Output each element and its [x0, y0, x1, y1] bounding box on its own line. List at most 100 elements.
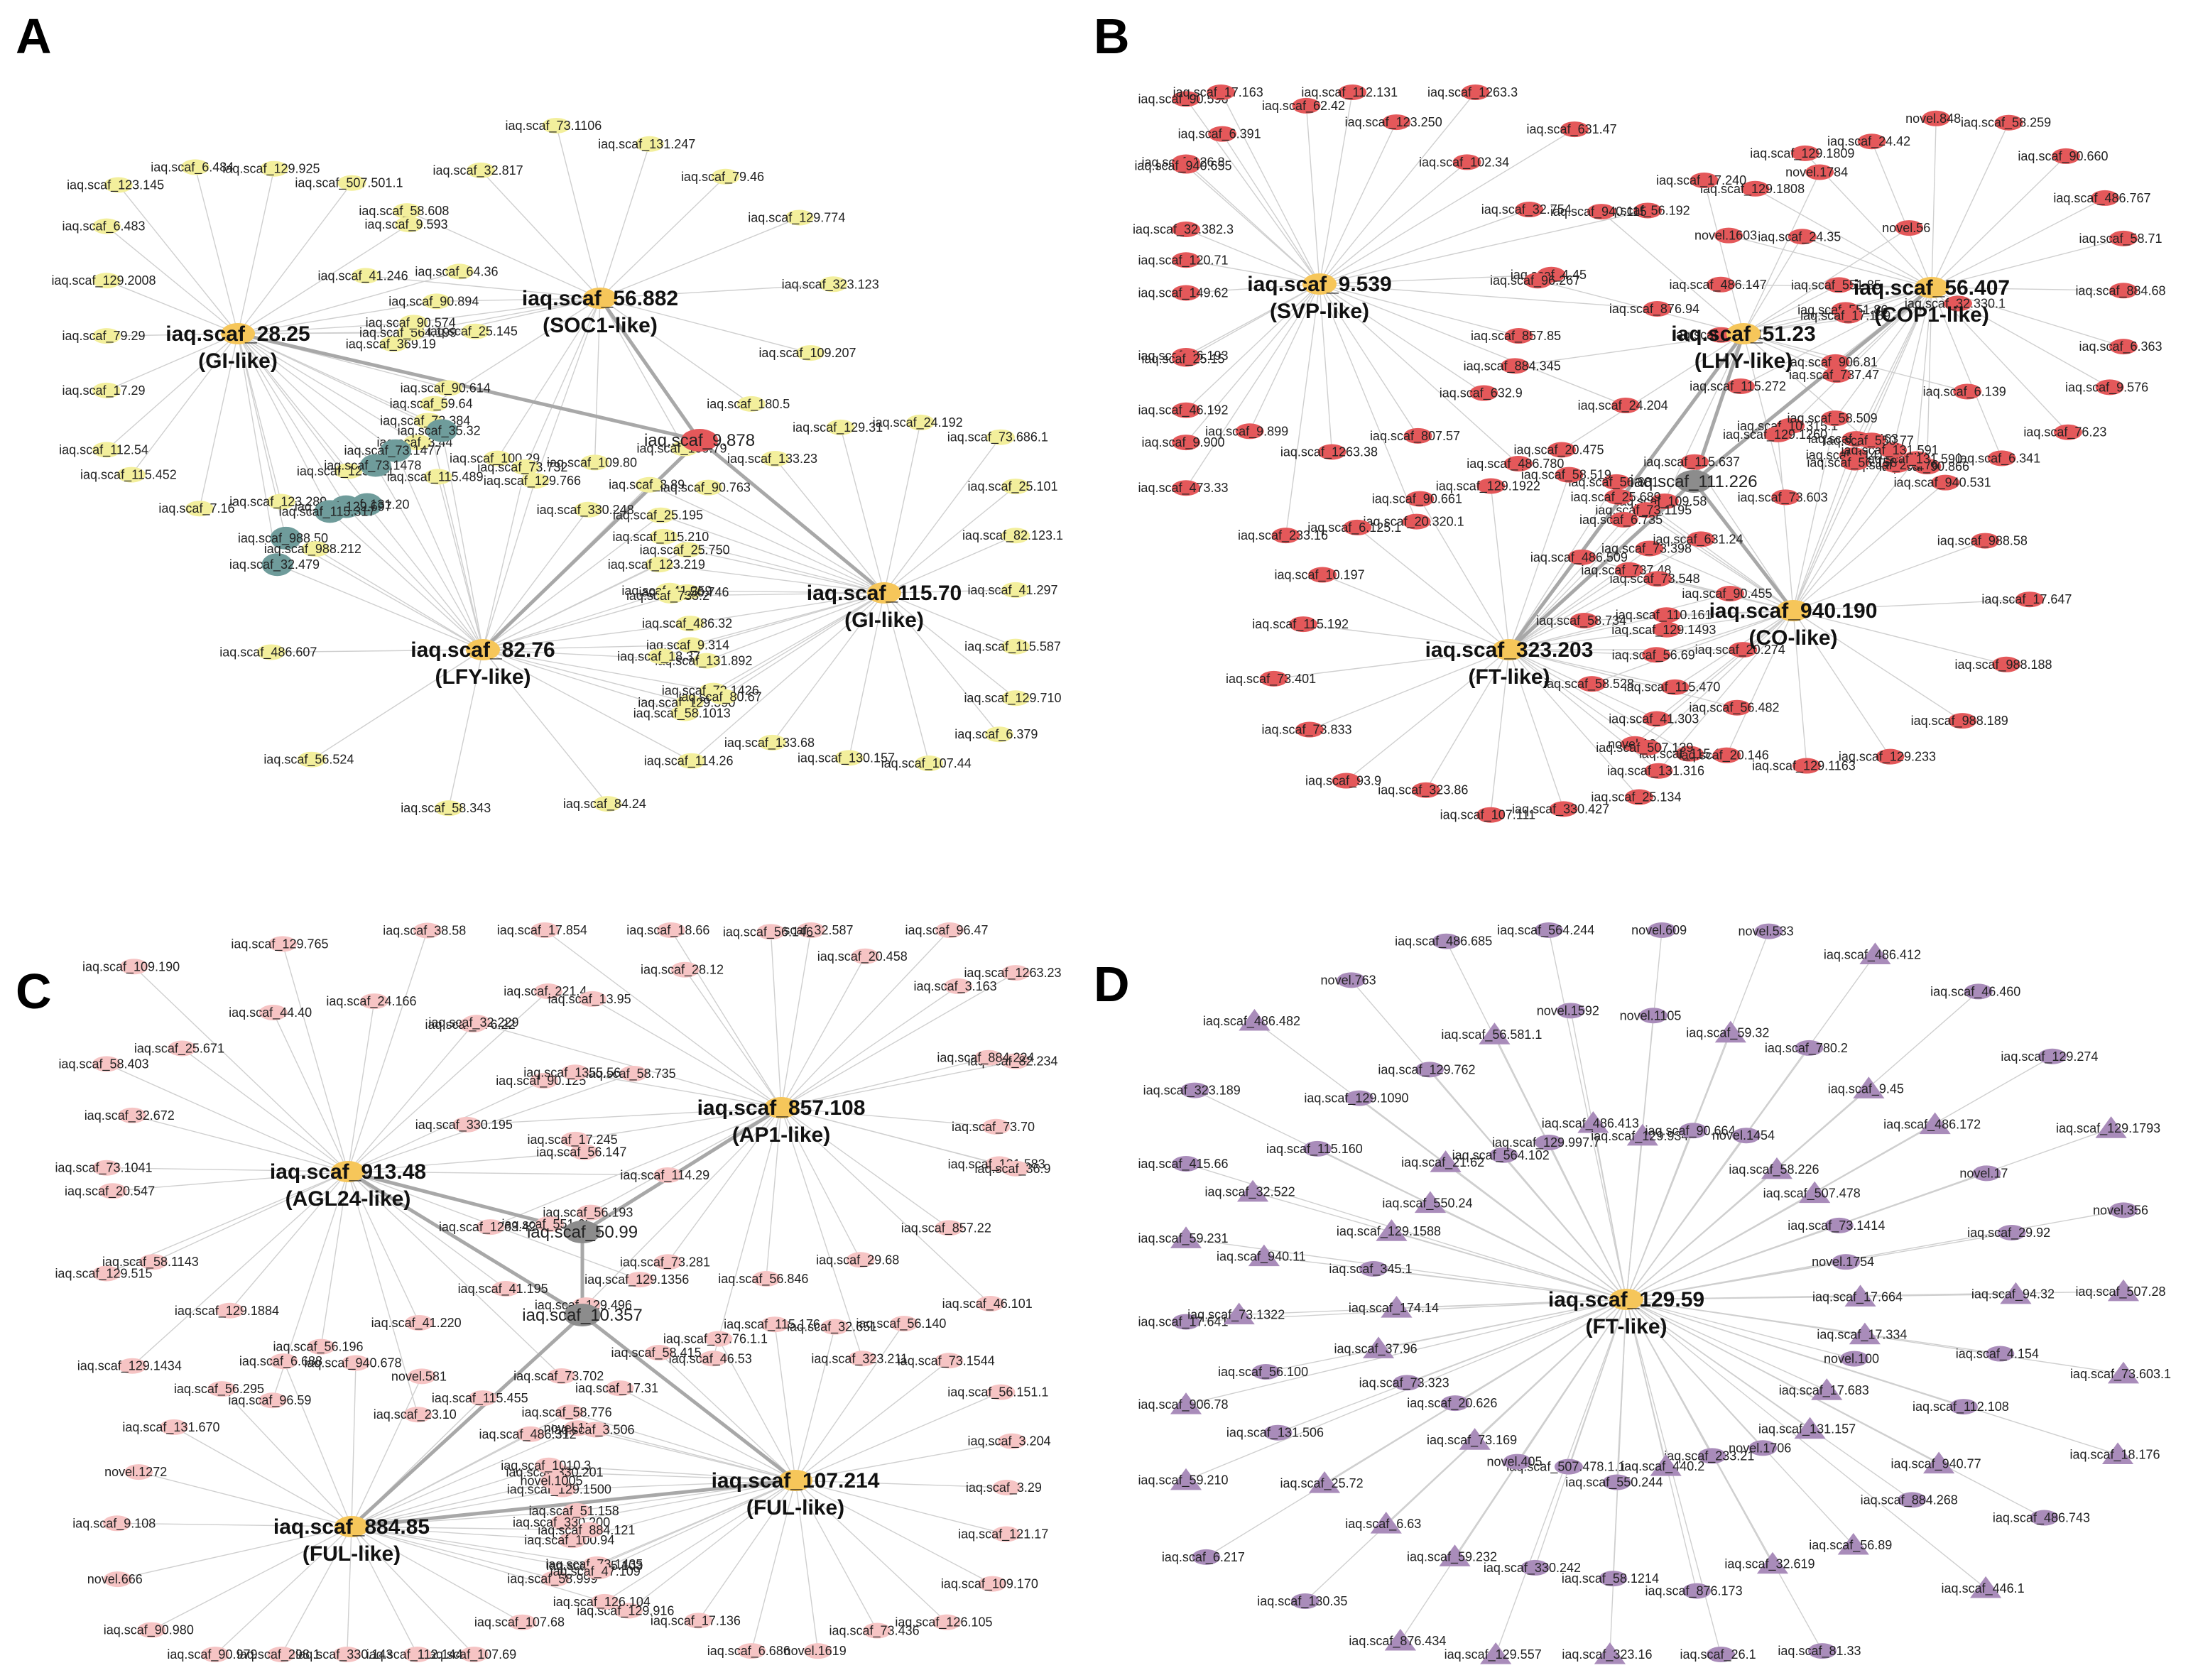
- node-label: iaq.scaf_133.23: [727, 452, 817, 467]
- ellipse-node-shape: [434, 380, 463, 396]
- node-iaq-scaf-6-483: iaq.scaf_6.483: [62, 218, 146, 234]
- edge: [1743, 333, 1837, 376]
- node-label: iaq.scaf_884.68: [2075, 283, 2165, 298]
- edge: [1792, 458, 1917, 611]
- ellipse-node-shape: [1180, 1082, 1209, 1098]
- hub-subtitle: (GI-like): [844, 609, 924, 632]
- edge: [1645, 509, 1794, 611]
- node-label: iaq.scaf_857.22: [901, 1221, 991, 1236]
- triangle-node-shape: [1170, 1468, 1202, 1490]
- node-iaq-scaf-112-54: iaq.scaf_112.54: [59, 442, 148, 458]
- node-iaq-scaf-133-68: iaq.scaf_133.68: [724, 734, 815, 751]
- ellipse-node-shape: [974, 1049, 1003, 1066]
- edge: [595, 1429, 796, 1481]
- edge: [112, 1171, 349, 1192]
- node-iaq-scaf-26-1: iaq.scaf_26.1: [1680, 1647, 1756, 1662]
- ellipse-node-shape: [2015, 591, 2044, 608]
- edge: [1538, 280, 1744, 334]
- node-iaq-scaf-17-683: iaq.scaf_17.683: [1779, 1378, 1869, 1400]
- node-label: novel.405: [1486, 1455, 1542, 1469]
- node-label: iaq.scaf_131.670: [122, 1420, 219, 1435]
- edge: [670, 929, 782, 1108]
- edge: [659, 564, 885, 594]
- node-iaq-scaf-73-1414: iaq.scaf_73.1414: [1788, 1217, 1885, 1233]
- node-label: iaq.scaf_884.121: [538, 1523, 635, 1538]
- ellipse-node-shape: [653, 1254, 682, 1270]
- ellipse-node-shape: [1611, 398, 1641, 414]
- ellipse-node-shape: [405, 1314, 434, 1331]
- node-label: iaq.scaf_90.661: [1372, 492, 1462, 507]
- node-iaq-scaf-56-881: iaq.scaf_56.881: [1569, 474, 1659, 490]
- ellipse-node-shape: [932, 1614, 961, 1630]
- edge: [1871, 141, 1932, 288]
- edge: [1319, 283, 1419, 437]
- node-iaq-scaf-9-593: iaq.scaf_9.593: [364, 217, 448, 233]
- node-label: iaq.scaf_6.391: [1178, 127, 1261, 142]
- hub-shape: [583, 288, 617, 309]
- edge: [1743, 172, 1820, 334]
- node-label: iaq.scaf_133.68: [724, 736, 815, 751]
- edge: [1626, 1299, 1810, 1430]
- node-label: iaq.scaf_129.1500: [507, 1483, 611, 1498]
- node-label: iaq.scaf_17.245: [528, 1133, 618, 1147]
- edge: [1425, 649, 1510, 791]
- node-iaq-scaf-51-158: iaq.scaf_51.158: [529, 1502, 619, 1519]
- node-label: iaq.scaf_56.881: [1569, 475, 1659, 490]
- node-iaq-scaf-1263-23: iaq.scaf_1263.23: [964, 965, 1062, 981]
- node-iaq-scaf-857-22: iaq.scaf_857.22: [901, 1220, 991, 1236]
- panel-a-network: iaq.scaf_109.207iaq.scaf_180.5iaq.scaf_1…: [51, 117, 1063, 817]
- node-iaq-scaf-6-217: iaq.scaf_6.217: [1162, 1549, 1245, 1565]
- ellipse-node-shape: [581, 1422, 610, 1438]
- node-iaq-scaf-25-671: iaq.scaf_25.671: [134, 1040, 224, 1057]
- node-iaq-scaf-73-1477: iaq.scaf_73.1477: [344, 439, 442, 462]
- node-label: iaq.scaf_17.683: [1779, 1383, 1869, 1398]
- node-iaq-scaf-129-1793: iaq.scaf_129.1793: [2056, 1116, 2160, 1138]
- node-iaq-scaf-73-1106: iaq.scaf_73.1106: [506, 117, 602, 133]
- ellipse-node-shape: [1602, 474, 1631, 490]
- edge: [599, 217, 800, 299]
- ellipse-node-shape: [420, 396, 449, 412]
- ellipse-node-shape: [1602, 1474, 1631, 1490]
- node-iaq-scaf-988-50: iaq.scaf_988.50: [238, 526, 328, 550]
- node-label: iaq.scaf_25.72: [1280, 1476, 1364, 1491]
- node-iaq-scaf-115-119: iaq.scaf_115.119: [1639, 746, 1734, 762]
- node-novel-1603: novel.1603: [1694, 227, 1757, 244]
- hub-subtitle: (COP1-like): [1874, 303, 1989, 327]
- ellipse-node-shape: [915, 756, 944, 772]
- ellipse-node-shape: [1332, 773, 1361, 789]
- edge: [467, 1107, 782, 1125]
- ellipse-node-shape: [1748, 1440, 1778, 1456]
- ellipse-node-shape: [1878, 442, 1908, 459]
- edge: [883, 422, 921, 594]
- node-novel-581: novel.581: [391, 1368, 447, 1385]
- node-label: iaq.scaf_564.199: [359, 326, 457, 341]
- edge: [1666, 610, 1794, 631]
- node-label: iaq.scaf_486.413: [1542, 1116, 1639, 1131]
- node-iaq-scaf-90-979: iaq.scaf_90.979: [167, 1647, 258, 1662]
- node-iaq-scaf-25-750: iaq.scaf_25.750: [640, 542, 730, 558]
- ellipse-node-shape: [656, 588, 685, 604]
- edge: [311, 649, 484, 760]
- node-iaq-scaf-17-664: iaq.scaf_17.664: [1812, 1284, 1903, 1307]
- ellipse-node-shape: [684, 1613, 713, 1629]
- edge: [848, 592, 885, 758]
- node-label: iaq.scaf_41.303: [1609, 712, 1699, 727]
- node-iaq-scaf-180-5: iaq.scaf_180.5: [707, 396, 790, 412]
- node-label: iaq.scaf_58.259: [1961, 116, 2051, 131]
- edge: [795, 1360, 950, 1481]
- node-iaq-scaf-130-35: iaq.scaf_130.35: [1257, 1593, 1347, 1610]
- edge: [687, 549, 885, 594]
- node-iaq-scaf-56-100: iaq.scaf_56.100: [1218, 1364, 1308, 1380]
- edge: [237, 333, 418, 443]
- node-label: iaq.scaf_93.9: [1305, 774, 1381, 789]
- edge: [1185, 283, 1320, 360]
- node-iaq-scaf-73-323: iaq.scaf_73.323: [1359, 1375, 1449, 1391]
- node-label: novel.1603: [1694, 229, 1757, 243]
- ellipse-node-shape: [1632, 502, 1661, 518]
- node-label: iaq.scaf_940.11: [1217, 1250, 1306, 1265]
- ellipse-node-shape: [1405, 491, 1435, 507]
- node-iaq-scaf-59-64: iaq.scaf_59.64: [390, 396, 473, 412]
- node-label: iaq.scaf_73.281: [620, 1255, 710, 1270]
- panel-label-a: A: [16, 9, 52, 64]
- ellipse-node-shape: [1633, 739, 1662, 756]
